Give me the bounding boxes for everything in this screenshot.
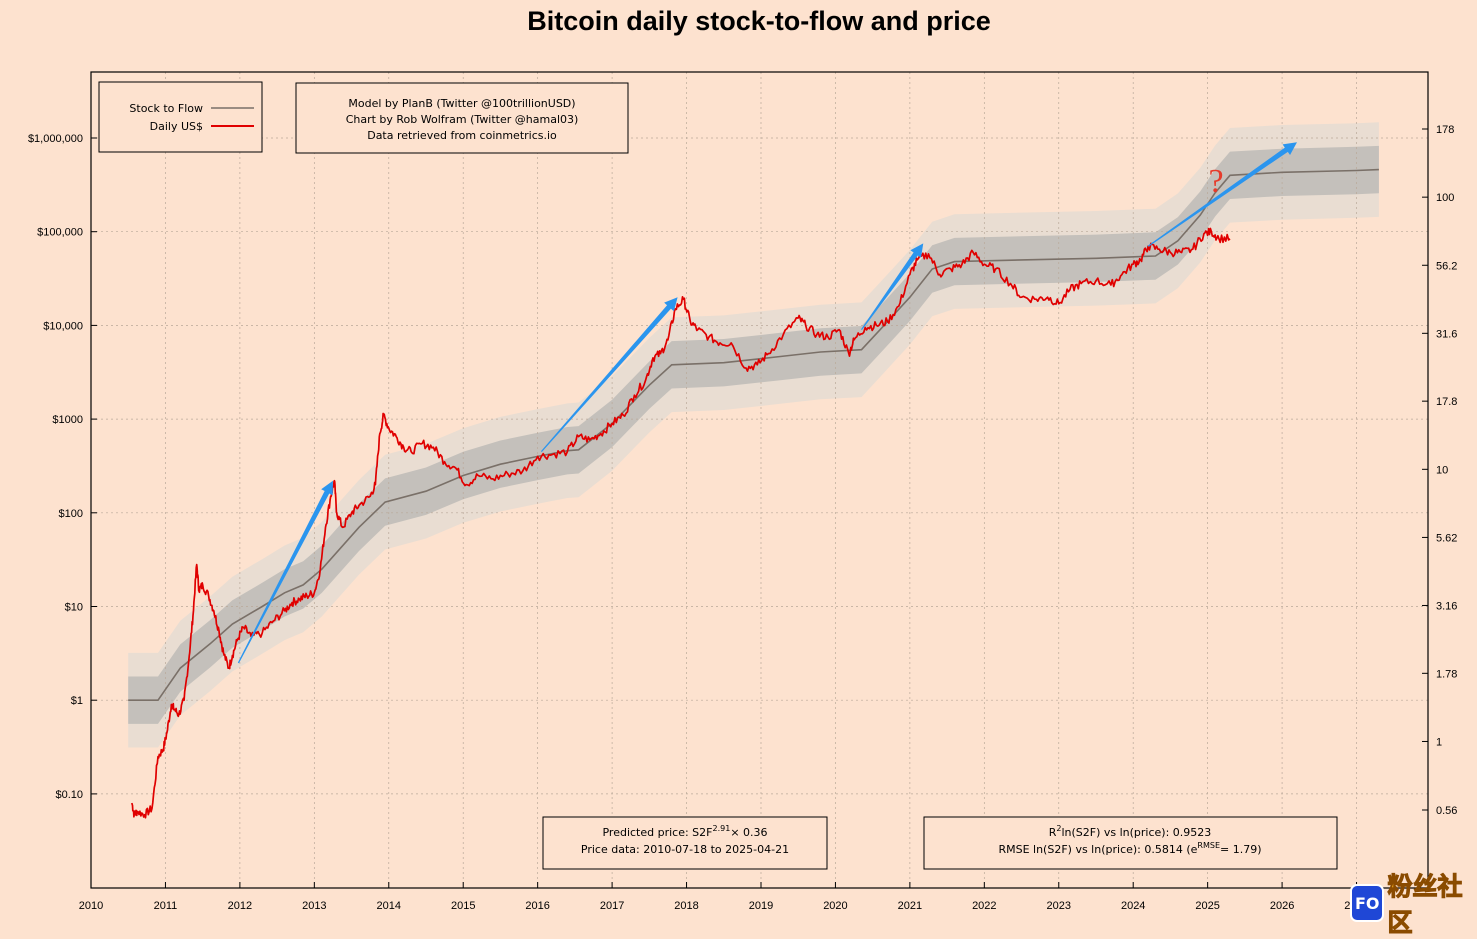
price-data-range: Price data: 2010-07-18 to 2025-04-21	[581, 843, 789, 856]
daily-price-series	[131, 227, 1231, 819]
credit-chart: Chart by Rob Wolfram (Twitter @hamal03)	[346, 113, 579, 126]
x-tick-label: 2011	[154, 900, 178, 912]
y-left-tick-label: $10,000	[43, 320, 83, 332]
grid-lines	[91, 72, 1428, 888]
x-axis-ticks: 2010 2011 2012 2013 2014 2015 2016 2017 2018 2019…	[79, 882, 1369, 912]
formula-exponent: 2.91	[713, 824, 731, 833]
x-tick-label: 2016	[525, 900, 549, 912]
legend-label-price: Daily US$	[150, 120, 203, 133]
y-left-axis-ticks: $1,000,000 $100,000 $10,000 $1000 $100 $10 $1 $…	[28, 133, 97, 801]
stats-right-frame	[923, 816, 1338, 870]
stats-left-frame	[542, 816, 828, 870]
y-left-tick-label: $1000	[52, 414, 83, 426]
y-right-tick-label: 5.62	[1436, 532, 1457, 544]
inner-deviation-band	[128, 145, 1379, 724]
x-tick-label: 2025	[1195, 900, 1219, 912]
rmse-prefix: RMSE ln(S2F) vs ln(price): 0.5814 (e	[998, 843, 1197, 856]
credits-box: Model by PlanB (Twitter @100trillionUSD)…	[295, 82, 629, 154]
daily-price-line	[131, 227, 1231, 819]
trend-arrow	[1147, 142, 1297, 247]
y-right-tick-label: 100	[1436, 192, 1454, 204]
r-squared-stat: R2ln(S2F) vs ln(price): 0.9523	[1049, 824, 1212, 839]
y-left-tick-label: $1,000,000	[28, 133, 83, 145]
rmse-exponent: RMSE	[1197, 841, 1220, 850]
y-left-tick-label: $0.10	[55, 789, 83, 801]
watermark-text: 粉丝社区	[1387, 872, 1463, 938]
plot-border	[90, 71, 1429, 889]
x-tick-label: 2026	[1270, 900, 1294, 912]
x-tick-label: 2012	[228, 900, 252, 912]
r2-prefix: R	[1049, 826, 1057, 839]
credit-model: Model by PlanB (Twitter @100trillionUSD)	[348, 97, 575, 110]
y-right-tick-label: 178	[1436, 124, 1454, 136]
trend-arrow	[237, 480, 333, 664]
watermark: FO 粉丝社区	[1350, 872, 1477, 938]
y-right-tick-label: 3.16	[1436, 600, 1457, 612]
predicted-price-formula: Predicted price: S2F2.91× 0.36	[602, 824, 767, 839]
y-right-tick-label: 1.78	[1436, 668, 1457, 680]
y-right-tick-label: 17.8	[1436, 396, 1457, 408]
credit-data: Data retrieved from coinmetrics.io	[367, 129, 557, 142]
x-tick-label: 2024	[1121, 900, 1145, 912]
x-tick-label: 2019	[749, 900, 773, 912]
y-left-tick-label: $100,000	[37, 227, 83, 239]
question-mark-annotation: ?	[1208, 163, 1223, 200]
credits-frame	[295, 82, 629, 154]
y-right-tick-label: 10	[1436, 464, 1448, 476]
stock-to-flow-bands	[128, 122, 1379, 748]
x-tick-label: 2015	[451, 900, 475, 912]
stock-to-flow-series	[128, 168, 1379, 702]
y-right-tick-label: 56.2	[1436, 260, 1457, 272]
x-tick-label: 2023	[1047, 900, 1071, 912]
y-left-tick-label: $10	[65, 602, 83, 614]
x-tick-label: 2014	[377, 900, 401, 912]
chart-title: Bitcoin daily stock-to-flow and price	[527, 6, 991, 36]
x-tick-label: 2010	[79, 900, 103, 912]
trend-arrow	[860, 243, 924, 331]
y-right-axis-ticks: 178 100 56.2 31.6 17.8 10 5.62 3.16 1.78 1 0.56	[1422, 124, 1457, 817]
x-tick-label: 2021	[898, 900, 922, 912]
stats-box-left: Predicted price: S2F2.91× 0.36 Price dat…	[542, 816, 828, 870]
formula-suffix: × 0.36	[730, 826, 767, 839]
r2-suffix: ln(S2F) vs ln(price): 0.9523	[1061, 826, 1211, 839]
x-tick-label: 2018	[674, 900, 698, 912]
y-right-tick-label: 0.56	[1436, 805, 1457, 817]
r2-exponent: 2	[1056, 824, 1061, 833]
x-tick-label: 2013	[302, 900, 326, 912]
stats-box-right: R2ln(S2F) vs ln(price): 0.9523 RMSE ln(S…	[923, 816, 1338, 870]
legend-label-s2f: Stock to Flow	[129, 102, 203, 115]
x-tick-label: 2020	[823, 900, 847, 912]
formula-prefix: Predicted price: S2F	[602, 826, 712, 839]
y-right-tick-label: 31.6	[1436, 328, 1457, 340]
trend-arrow	[540, 297, 678, 452]
y-left-tick-label: $1	[71, 695, 83, 707]
rmse-suffix: = 1.79)	[1220, 843, 1262, 856]
x-tick-label: 2022	[972, 900, 996, 912]
watermark-logo-icon: FO	[1350, 884, 1385, 922]
x-tick-label: 2017	[600, 900, 624, 912]
legend: Stock to Flow Daily US$	[98, 81, 263, 153]
rmse-stat: RMSE ln(S2F) vs ln(price): 0.5814 (eRMSE…	[998, 841, 1261, 856]
y-left-tick-label: $100	[59, 508, 83, 520]
y-right-tick-label: 1	[1436, 736, 1442, 748]
stock-to-flow-line	[128, 168, 1379, 702]
trend-arrows	[237, 142, 1297, 664]
legend-box	[98, 81, 263, 153]
